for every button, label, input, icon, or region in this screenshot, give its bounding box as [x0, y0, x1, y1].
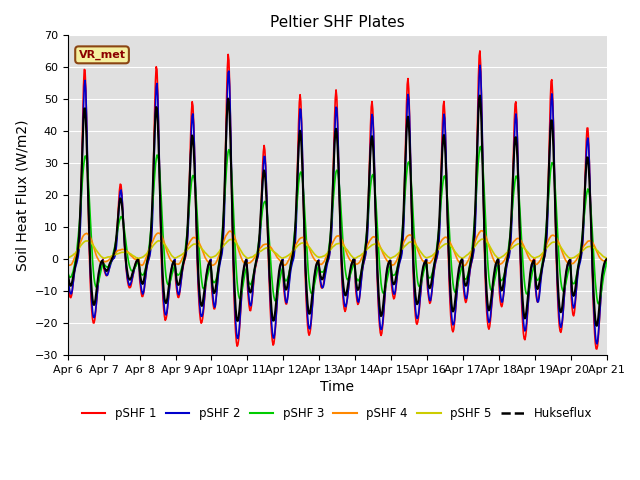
Line: pSHF 4: pSHF 4 — [68, 231, 607, 266]
pSHF 1 — [129, 273, 137, 278]
pSHF 2 — [74, 257, 81, 263]
Hukseflux — [64, 272, 72, 278]
pSHF 4 — [184, 243, 191, 249]
pSHF 3 — [403, 172, 410, 178]
pSHF 2 — [184, 235, 191, 240]
Hukseflux — [593, 323, 601, 329]
pSHF 5 — [403, 242, 410, 248]
Hukseflux — [476, 93, 484, 98]
pSHF 4 — [403, 234, 410, 240]
pSHF 2 — [212, 296, 220, 301]
pSHF 1 — [593, 346, 601, 352]
pSHF 2 — [64, 274, 72, 279]
pSHF 3 — [64, 269, 72, 275]
X-axis label: Time: Time — [320, 380, 354, 394]
pSHF 1 — [74, 254, 81, 260]
pSHF 3 — [595, 301, 602, 307]
pSHF 3 — [129, 268, 137, 274]
pSHF 1 — [403, 102, 410, 108]
pSHF 5 — [603, 256, 611, 262]
Line: pSHF 2: pSHF 2 — [68, 65, 607, 344]
Line: pSHF 1: pSHF 1 — [68, 51, 607, 349]
pSHF 4 — [460, 263, 468, 269]
pSHF 2 — [419, 272, 426, 278]
pSHF 2 — [593, 341, 601, 347]
Y-axis label: Soil Heat Flux (W/m2): Soil Heat Flux (W/m2) — [15, 120, 29, 271]
pSHF 3 — [419, 276, 426, 281]
pSHF 2 — [476, 62, 484, 68]
pSHF 5 — [129, 253, 137, 259]
pSHF 1 — [64, 277, 72, 283]
pSHF 1 — [476, 48, 484, 54]
Hukseflux — [74, 251, 81, 256]
pSHF 3 — [184, 223, 191, 229]
Title: Peltier SHF Plates: Peltier SHF Plates — [270, 15, 404, 30]
pSHF 5 — [64, 255, 72, 261]
Hukseflux — [603, 256, 611, 262]
pSHF 5 — [419, 251, 426, 257]
pSHF 4 — [603, 255, 611, 261]
pSHF 4 — [129, 254, 137, 260]
Line: pSHF 3: pSHF 3 — [68, 146, 607, 304]
pSHF 5 — [212, 252, 220, 258]
pSHF 1 — [603, 257, 611, 263]
pSHF 3 — [74, 241, 81, 247]
pSHF 4 — [74, 247, 81, 252]
Hukseflux — [403, 130, 410, 135]
pSHF 1 — [212, 295, 220, 300]
pSHF 1 — [184, 230, 191, 236]
pSHF 3 — [212, 276, 220, 282]
Hukseflux — [129, 269, 137, 275]
pSHF 4 — [478, 228, 486, 234]
pSHF 4 — [419, 257, 426, 263]
pSHF 5 — [478, 236, 486, 242]
Hukseflux — [212, 282, 220, 288]
Hukseflux — [184, 223, 191, 228]
Legend: pSHF 1, pSHF 2, pSHF 3, pSHF 4, pSHF 5, Hukseflux: pSHF 1, pSHF 2, pSHF 3, pSHF 4, pSHF 5, … — [77, 402, 598, 425]
pSHF 3 — [477, 144, 484, 149]
pSHF 4 — [212, 259, 220, 265]
pSHF 3 — [603, 255, 611, 261]
pSHF 2 — [129, 272, 137, 278]
pSHF 5 — [74, 248, 81, 253]
Text: VR_met: VR_met — [79, 50, 125, 60]
pSHF 2 — [603, 259, 611, 264]
Line: Hukseflux: Hukseflux — [68, 96, 607, 326]
pSHF 4 — [64, 262, 72, 267]
Hukseflux — [419, 269, 426, 275]
pSHF 2 — [403, 126, 410, 132]
Line: pSHF 5: pSHF 5 — [68, 239, 607, 259]
pSHF 1 — [419, 274, 426, 279]
pSHF 5 — [184, 247, 191, 252]
